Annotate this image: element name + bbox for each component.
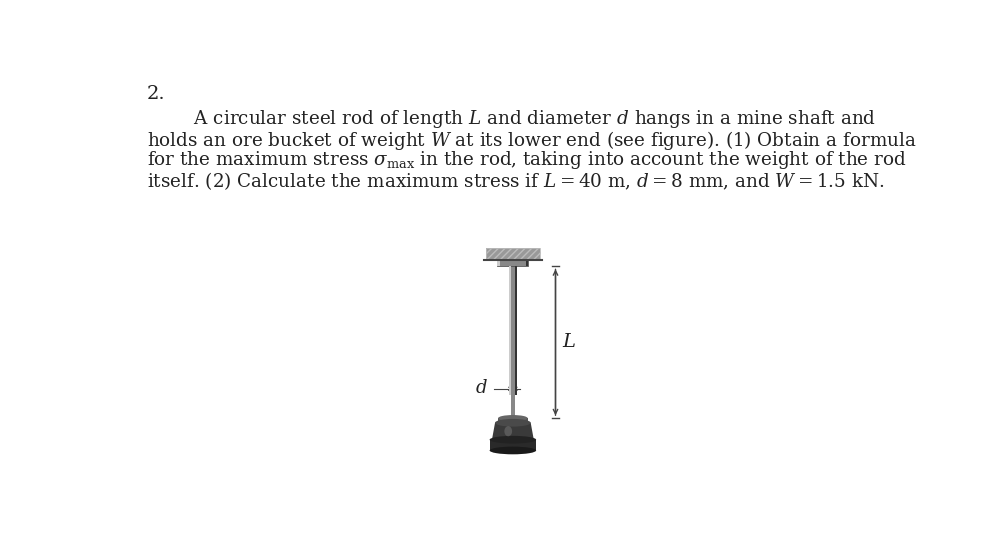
Polygon shape [491,423,533,440]
Bar [489,440,536,450]
Ellipse shape [489,447,536,454]
Text: A circular steel rod of length $L$ and diameter $d$ hangs in a mine shaft and: A circular steel rod of length $L$ and d… [147,108,876,130]
Bar [515,267,516,395]
Text: for the maximum stress $\sigma_{\mathrm{max}}$ in the rod, taking into account t: for the maximum stress $\sigma_{\mathrm{… [147,150,906,172]
Bar [498,418,527,423]
Bar [508,267,516,395]
Bar [485,248,539,261]
Ellipse shape [498,420,527,426]
Bar [510,395,515,418]
Text: $L$: $L$ [562,333,576,351]
Bar [497,261,499,267]
Ellipse shape [489,436,536,444]
Text: holds an ore bucket of weight $W$ at its lower end (see figure). (1) Obtain a fo: holds an ore bucket of weight $W$ at its… [147,129,916,152]
Text: $d$: $d$ [475,379,488,397]
Bar [508,267,510,395]
Ellipse shape [504,426,512,436]
Bar [525,261,528,267]
Bar [485,248,539,261]
Text: 2.: 2. [147,84,165,103]
Ellipse shape [498,415,527,421]
Bar [497,261,528,267]
Text: itself. (2) Calculate the maximum stress if $L = 40$ m, $d = 8$ mm, and $W = 1.5: itself. (2) Calculate the maximum stress… [147,170,884,192]
Ellipse shape [495,419,530,427]
